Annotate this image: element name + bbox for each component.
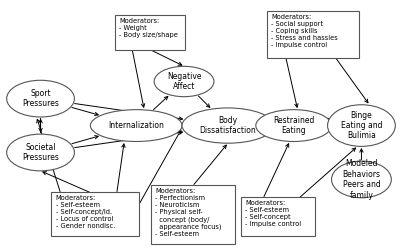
- Ellipse shape: [154, 66, 214, 97]
- Text: Moderators:
- Perfectionism
- Neuroticism
- Physical self-
  concept (body/
  ap: Moderators: - Perfectionism - Neuroticis…: [155, 188, 222, 237]
- Ellipse shape: [182, 108, 274, 143]
- Text: Modeled
Behaviors
Peers and
family: Modeled Behaviors Peers and family: [342, 159, 380, 200]
- Text: Internalization: Internalization: [108, 121, 164, 130]
- FancyBboxPatch shape: [51, 192, 140, 236]
- Text: Moderators:
- Weight
- Body size/shape: Moderators: - Weight - Body size/shape: [120, 18, 178, 38]
- Text: Restrained
Eating: Restrained Eating: [273, 116, 314, 135]
- Text: Negative
Affect: Negative Affect: [167, 72, 201, 91]
- FancyBboxPatch shape: [115, 15, 185, 51]
- Ellipse shape: [332, 161, 391, 198]
- Text: Moderators:
- Self-esteem
- Self-concept/Id.
- Locus of control
- Gender nondisc: Moderators: - Self-esteem - Self-concept…: [56, 195, 115, 229]
- Ellipse shape: [7, 134, 74, 171]
- FancyBboxPatch shape: [266, 11, 359, 58]
- Text: Body
Dissatisfaction: Body Dissatisfaction: [200, 116, 256, 135]
- Text: Societal
Pressures: Societal Pressures: [22, 143, 59, 162]
- Text: Moderators:
- Self-esteem
- Self-concept
- Impulse control: Moderators: - Self-esteem - Self-concept…: [245, 200, 301, 227]
- Ellipse shape: [90, 110, 182, 142]
- Text: Moderators:
- Social support
- Coping skills
- Stress and hassles
- Impulse cont: Moderators: - Social support - Coping sk…: [271, 14, 338, 48]
- FancyBboxPatch shape: [151, 185, 235, 244]
- FancyBboxPatch shape: [241, 197, 315, 236]
- Ellipse shape: [328, 105, 395, 146]
- Text: Sport
Pressures: Sport Pressures: [22, 89, 59, 108]
- Ellipse shape: [7, 80, 74, 117]
- Ellipse shape: [256, 110, 332, 142]
- Text: Binge
Eating and
Bulimia: Binge Eating and Bulimia: [341, 111, 382, 140]
